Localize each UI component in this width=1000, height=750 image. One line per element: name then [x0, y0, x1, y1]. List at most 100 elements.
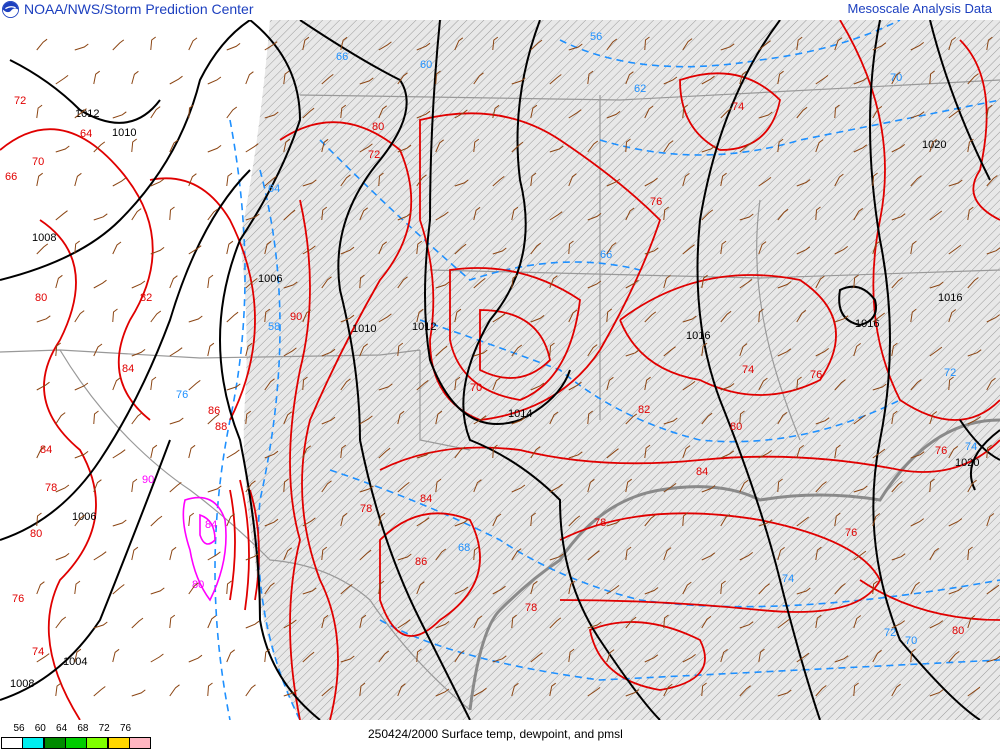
wind-barb: [986, 377, 996, 391]
wind-barb: [644, 311, 657, 323]
wind-barb: [758, 111, 773, 119]
temperature-label: 70: [470, 382, 482, 394]
wind-barb: [169, 546, 177, 561]
isobar-label: 1020: [922, 139, 946, 151]
wind-barb: [93, 279, 107, 289]
wind-barb: [682, 512, 688, 527]
wind-barb: [910, 518, 924, 527]
wind-barb: [378, 105, 387, 119]
organization-title[interactable]: NOAA/NWS/Storm Prediction Center: [24, 1, 254, 17]
wind-barb: [758, 583, 770, 595]
wind-barb: [834, 512, 841, 527]
wind-barb: [302, 517, 316, 527]
wind-barb: [853, 77, 868, 85]
temperature-label: 66: [5, 171, 17, 183]
product-title[interactable]: Mesoscale Analysis Data: [847, 1, 992, 16]
legend-swatch: [1, 737, 23, 749]
wind-barb: [511, 274, 518, 289]
wind-barb: [511, 206, 519, 221]
wind-barb: [150, 178, 165, 187]
wind-barb: [226, 311, 239, 323]
wind-barb: [929, 620, 944, 629]
wind-barb: [587, 280, 602, 289]
wind-barb: [625, 478, 632, 493]
temperature-label: 76: [12, 593, 24, 605]
wind-barb: [302, 587, 317, 595]
dewpoint-label: 66: [336, 51, 348, 63]
wind-barb: [910, 175, 922, 187]
wind-barb: [169, 482, 182, 493]
wind-barb: [739, 410, 745, 425]
wind-barb: [112, 519, 127, 527]
wind-barb: [340, 584, 353, 595]
legend-swatch: [22, 737, 45, 749]
wind-barb: [777, 70, 784, 85]
wind-barb: [93, 141, 106, 153]
wind-barb: [511, 548, 522, 561]
wind-barb: [872, 42, 887, 51]
wind-barb: [739, 343, 748, 357]
wind-barb: [264, 111, 279, 119]
wind-barb: [796, 652, 810, 663]
wind-barb: [948, 587, 963, 595]
wind-barb: [986, 175, 998, 187]
wind-barb: [511, 417, 526, 425]
wind-barb: [720, 450, 735, 459]
wind-barb: [891, 342, 898, 357]
wind-barb: [853, 274, 859, 289]
wind-barb: [663, 547, 672, 561]
wind-barb: [188, 380, 201, 391]
wind-barb: [796, 179, 811, 187]
dewpoint-high-contours: [182, 496, 227, 602]
wind-barb: [188, 444, 196, 459]
wind-barb: [701, 485, 716, 493]
wind-barb: [682, 581, 692, 595]
wind-barb: [815, 685, 827, 697]
wind-barb: [910, 581, 920, 595]
temperature-label: 76: [935, 445, 947, 457]
wind-barb: [416, 451, 431, 459]
wind-barb: [359, 485, 374, 493]
wind-barb: [55, 682, 62, 697]
wind-barb: [492, 313, 506, 323]
dewpoint-label: 66: [600, 249, 612, 261]
wind-barb: [321, 686, 334, 697]
wind-barb: [264, 240, 272, 255]
wind-barb: [777, 689, 792, 697]
wind-barb: [207, 145, 222, 153]
wind-barb: [663, 683, 673, 697]
wind-barb: [967, 546, 973, 561]
wind-barb: [986, 655, 1000, 663]
wind-barb: [378, 512, 386, 527]
wind-barb: [568, 43, 583, 51]
wind-barb: [359, 207, 368, 221]
wind-barb: [891, 553, 906, 561]
wind-barb: [302, 36, 310, 51]
wind-barb: [530, 104, 538, 119]
wind-barb: [701, 209, 714, 221]
wind-barb: [55, 210, 68, 221]
dewpoint-label: 76: [176, 389, 188, 401]
wind-barb: [340, 174, 351, 187]
wind-barb: [872, 241, 880, 255]
wind-barb: [36, 381, 50, 391]
wind-barb: [549, 342, 555, 357]
wind-barb: [549, 74, 562, 85]
temperature-labels: 72 64 70 66 80 82 84 86 88 90 84 80 78 7…: [5, 95, 964, 658]
wind-barb: [815, 275, 825, 289]
wind-barb: [435, 410, 443, 425]
wind-barb: [93, 70, 100, 85]
wind-barb: [720, 107, 733, 119]
wind-barb: [397, 482, 410, 493]
wind-barb: [587, 344, 598, 357]
wind-barb: [796, 246, 811, 255]
wind-barb: [929, 139, 937, 153]
wind-barb: [644, 514, 656, 527]
isobar-label: 1016: [938, 292, 962, 304]
wind-barb: [245, 480, 256, 493]
wind-barb: [36, 315, 51, 323]
wind-barb: [131, 546, 139, 561]
wind-barb: [131, 478, 138, 493]
wind-barb: [606, 111, 621, 119]
wind-barb: [815, 206, 821, 221]
